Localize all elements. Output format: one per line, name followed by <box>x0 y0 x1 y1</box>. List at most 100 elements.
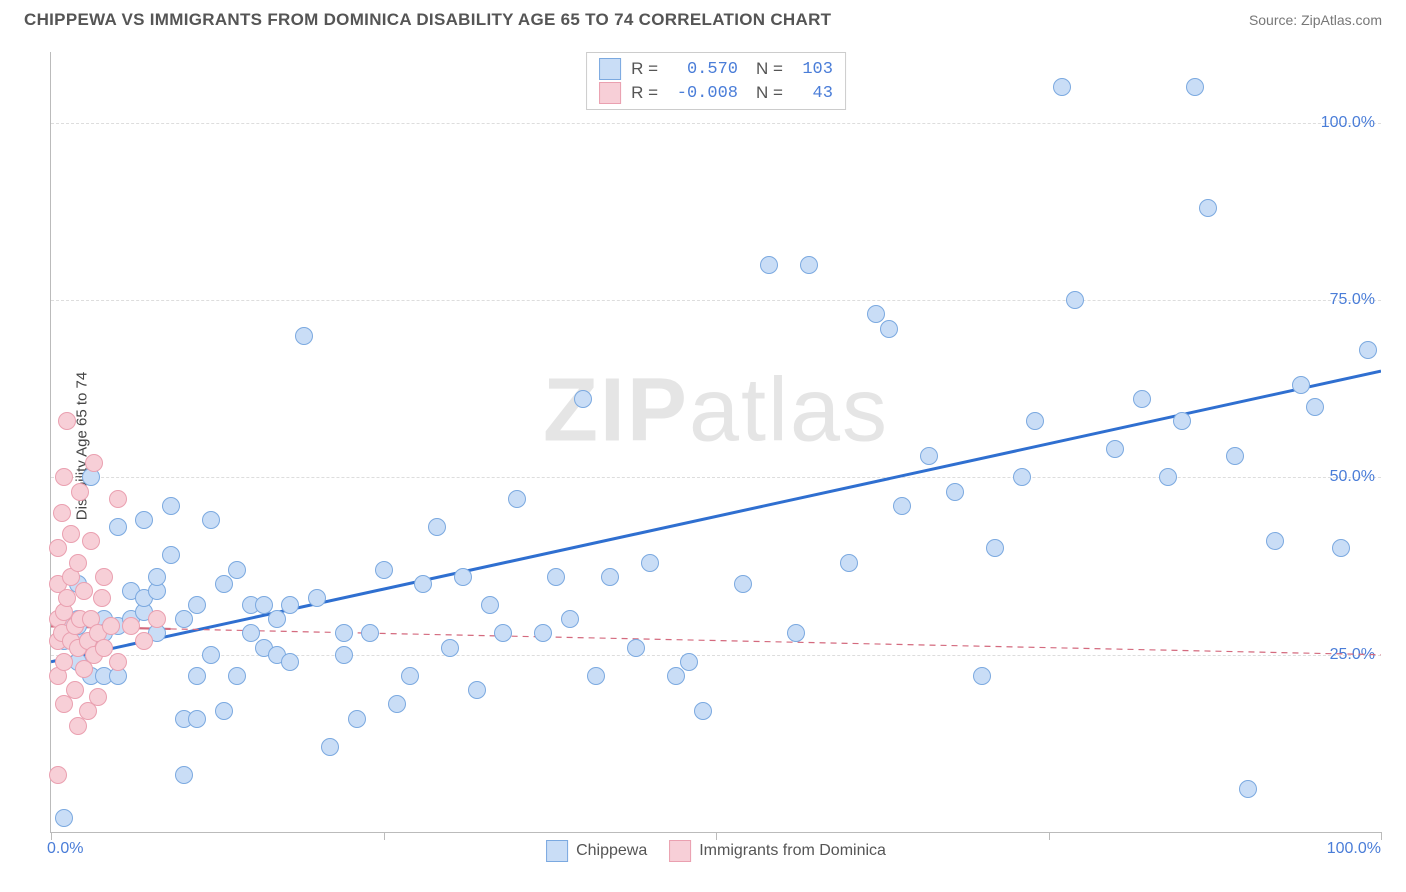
stat-n-label: N = <box>756 83 783 103</box>
stat-r-value: -0.008 <box>668 84 738 103</box>
scatter-point <box>1173 412 1191 430</box>
scatter-point <box>202 646 220 664</box>
scatter-point <box>361 624 379 642</box>
legend-swatch <box>599 82 621 104</box>
stats-row: R = -0.008 N = 43 <box>599 81 833 105</box>
y-tick-label: 100.0% <box>1321 114 1375 132</box>
stat-r-value: 0.570 <box>668 60 738 79</box>
scatter-point <box>49 539 67 557</box>
scatter-point <box>71 483 89 501</box>
scatter-point <box>66 681 84 699</box>
scatter-point <box>1013 468 1031 486</box>
scatter-point <box>441 639 459 657</box>
scatter-point <box>667 667 685 685</box>
scatter-point <box>62 525 80 543</box>
legend-swatch <box>599 58 621 80</box>
scatter-point <box>375 561 393 579</box>
scatter-point <box>574 390 592 408</box>
scatter-point <box>388 695 406 713</box>
watermark-rest: atlas <box>689 360 889 460</box>
scatter-point <box>85 454 103 472</box>
scatter-point <box>627 639 645 657</box>
scatter-point <box>1266 532 1284 550</box>
scatter-point <box>55 809 73 827</box>
scatter-point <box>1106 440 1124 458</box>
scatter-point <box>867 305 885 323</box>
gridline <box>51 300 1381 301</box>
watermark-bold: ZIP <box>543 360 689 460</box>
x-tick <box>384 832 385 840</box>
scatter-point <box>321 738 339 756</box>
scatter-point <box>1066 291 1084 309</box>
scatter-point <box>202 511 220 529</box>
scatter-point <box>401 667 419 685</box>
scatter-point <box>58 589 76 607</box>
scatter-point <box>920 447 938 465</box>
scatter-point <box>268 610 286 628</box>
gridline <box>51 123 1381 124</box>
scatter-point <box>1292 376 1310 394</box>
scatter-point <box>800 256 818 274</box>
stat-n-label: N = <box>756 59 783 79</box>
scatter-point <box>1306 398 1324 416</box>
scatter-point <box>215 575 233 593</box>
scatter-point <box>109 490 127 508</box>
scatter-point <box>82 532 100 550</box>
scatter-point <box>135 632 153 650</box>
stat-r-label: R = <box>631 83 658 103</box>
scatter-point <box>1186 78 1204 96</box>
legend-label: Chippewa <box>576 842 647 860</box>
scatter-point <box>641 554 659 572</box>
scatter-point <box>547 568 565 586</box>
scatter-point <box>215 702 233 720</box>
scatter-point <box>946 483 964 501</box>
scatter-point <box>534 624 552 642</box>
scatter-point <box>694 702 712 720</box>
legend-item: Chippewa <box>546 840 647 862</box>
scatter-point <box>122 617 140 635</box>
scatter-point <box>188 596 206 614</box>
scatter-point <box>75 582 93 600</box>
x-axis-max-label: 100.0% <box>1327 840 1381 858</box>
scatter-point <box>49 766 67 784</box>
scatter-point <box>175 766 193 784</box>
scatter-point <box>840 554 858 572</box>
scatter-point <box>734 575 752 593</box>
stats-row: R =0.570N =103 <box>599 57 833 81</box>
scatter-point <box>188 667 206 685</box>
scatter-point <box>255 596 273 614</box>
scatter-point <box>53 504 71 522</box>
scatter-point <box>228 667 246 685</box>
scatter-point <box>454 568 472 586</box>
x-tick <box>1049 832 1050 840</box>
scatter-point <box>228 561 246 579</box>
scatter-point <box>58 412 76 430</box>
legend-label: Immigrants from Dominica <box>699 842 886 860</box>
scatter-point <box>109 518 127 536</box>
series-legend: Chippewa Immigrants from Dominica <box>546 840 886 862</box>
plot-area: ZIPatlas 25.0%50.0%75.0%100.0% R =0.570N… <box>50 52 1381 833</box>
scatter-point <box>55 468 73 486</box>
scatter-point <box>986 539 1004 557</box>
scatter-point <box>1053 78 1071 96</box>
scatter-point <box>1199 199 1217 217</box>
scatter-point <box>680 653 698 671</box>
scatter-point <box>428 518 446 536</box>
gridline <box>51 655 1381 656</box>
y-tick-label: 50.0% <box>1330 468 1375 486</box>
scatter-point <box>587 667 605 685</box>
scatter-point <box>893 497 911 515</box>
scatter-point <box>308 589 326 607</box>
scatter-point <box>55 653 73 671</box>
scatter-point <box>1239 780 1257 798</box>
scatter-point <box>414 575 432 593</box>
stats-legend: R =0.570N =103R =-0.008N =43 <box>586 52 846 110</box>
legend-item: Immigrants from Dominica <box>669 840 886 862</box>
stat-n-value: 43 <box>793 84 833 103</box>
scatter-point <box>1332 539 1350 557</box>
stat-r-label: R = <box>631 59 658 79</box>
scatter-point <box>109 653 127 671</box>
scatter-point <box>295 327 313 345</box>
chart-title: CHIPPEWA VS IMMIGRANTS FROM DOMINICA DIS… <box>24 10 831 30</box>
scatter-point <box>494 624 512 642</box>
